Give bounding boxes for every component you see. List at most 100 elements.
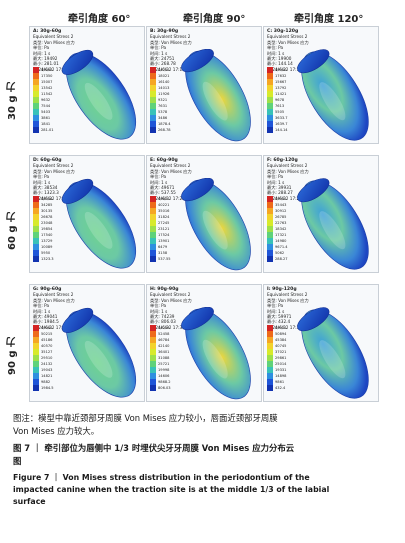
panel-unit: 单位: Pa	[33, 174, 50, 180]
legend-swatch	[267, 244, 273, 250]
caption-note-line2: Von Mises 应力较大。	[13, 426, 100, 436]
legend-swatch	[33, 121, 39, 127]
panel-date: 2024/6/22 17:37	[267, 324, 302, 330]
legend-row: 40745	[267, 343, 286, 349]
legend-value: 9321	[158, 98, 168, 102]
legend-value: 17524	[158, 233, 170, 237]
stress-legend: 39931 35443 30912 26785 22763 18342 17321 14980…	[267, 196, 288, 262]
legend-row: 19854	[33, 226, 54, 232]
legend-row: 23048	[33, 220, 54, 226]
legend-swatch	[33, 109, 39, 115]
panel-date: 2024/6/22 17:30	[33, 324, 68, 330]
legend-row: 19492	[33, 67, 54, 73]
legend-row: 11926	[150, 91, 171, 97]
legend-row: 45384	[267, 337, 286, 343]
legend-value: 26785	[275, 215, 287, 219]
legend-swatch	[267, 73, 273, 79]
legend-swatch	[267, 373, 273, 379]
legend-row: 29861	[267, 355, 286, 361]
model-cervical-opening	[181, 307, 214, 331]
legend-swatch	[150, 85, 156, 91]
legend-swatch	[33, 202, 39, 208]
legend-swatch	[267, 220, 273, 226]
legend-row: 14898	[267, 373, 286, 379]
legend-row: 26785	[267, 214, 288, 220]
legend-row: 39931	[267, 196, 288, 202]
legend-value: 38534	[41, 197, 53, 201]
legend-swatch	[150, 349, 156, 355]
legend-row: 3486	[150, 115, 171, 121]
legend-value: 17350	[41, 74, 53, 78]
panel-date: 2024/6/22 17:27	[267, 195, 302, 201]
stress-legend: 59971 50894 45384 40745 37021 29861 25014 19331…	[267, 325, 286, 391]
figure-title-en-line2: impacted canine when the traction site i…	[13, 485, 330, 494]
legend-value: 806.03	[158, 386, 171, 390]
legend-row: 19331	[267, 367, 286, 373]
panel-unit: 单位: Pa	[33, 303, 50, 309]
legend-swatch	[33, 361, 39, 367]
legend-row: 3861	[33, 115, 54, 121]
model-highlight	[202, 81, 228, 121]
panel-date: 2024/6/22 17:16	[33, 66, 68, 72]
legend-row: 9868.2	[150, 379, 171, 385]
legend-swatch	[150, 337, 156, 343]
legend-swatch	[150, 367, 156, 373]
legend-row: 10089	[33, 244, 54, 250]
legend-value: 18342	[275, 227, 287, 231]
legend-swatch	[33, 91, 39, 97]
legend-value: 40745	[275, 344, 287, 348]
legend-value: 9678	[275, 98, 285, 102]
panel-unit: 单位: Pa	[267, 45, 284, 51]
legend-value: 30912	[275, 209, 287, 213]
legend-swatch	[150, 226, 156, 232]
panel-title: D: 60g-60g	[33, 158, 62, 163]
legend-swatch	[267, 343, 273, 349]
legend-row: 26678	[33, 214, 54, 220]
legend-row: 1323.3	[33, 256, 54, 262]
legend-value: 537.55	[158, 257, 171, 261]
legend-row: 40570	[33, 343, 54, 349]
panel-90g-90: H: 90g-90g Equivalent Stress 2 类型: Von Mis…	[146, 284, 262, 402]
legend-swatch	[267, 109, 273, 115]
legend-value: 36401	[158, 350, 170, 354]
legend-value: 46784	[158, 338, 170, 342]
legend-swatch	[267, 202, 273, 208]
legend-value: 29861	[275, 356, 287, 360]
model-highlight	[84, 82, 113, 120]
legend-row: 5505	[267, 109, 288, 115]
legend-row: 7544	[33, 103, 54, 109]
panel-title: B: 30g-90g	[150, 29, 179, 34]
legend-swatch	[267, 115, 273, 121]
panel-header: C: 30g-120g Equivalent Stress 2 类型: Von Mi…	[267, 29, 309, 72]
legend-swatch	[267, 379, 273, 385]
legend-value: 9868.2	[158, 380, 171, 384]
model-outer-surface	[185, 50, 251, 142]
legend-swatch	[33, 238, 39, 244]
legend-swatch	[267, 250, 273, 256]
panel-type: Equivalent Stress 2	[267, 292, 308, 298]
legend-row: 9882	[33, 379, 54, 385]
panel-kind: 类型: Von Mises 应力	[150, 168, 192, 174]
legend-row: 13901	[150, 238, 171, 244]
panel-90g-120: I: 90g-120g Equivalent Stress 2 类型: Von Mi…	[263, 284, 379, 402]
panel-min: 最小: 288.27	[267, 190, 293, 196]
panel-title: A: 30g-60g	[33, 29, 62, 34]
model-cervical-opening	[297, 178, 330, 203]
panel-title: G: 90g-60g	[33, 287, 62, 292]
legend-value: 5378	[158, 110, 168, 114]
legend-row: 17350	[33, 73, 54, 79]
legend-swatch	[150, 250, 156, 256]
figure-title-en-line3: surface	[13, 497, 46, 506]
legend-value: 288.27	[275, 257, 288, 261]
legend-row: 27245	[150, 220, 171, 226]
legend-row: 23121	[150, 226, 171, 232]
panel-max: 最大: 19900	[267, 56, 292, 62]
panel-time: 时间: 1 s	[267, 308, 285, 314]
legend-value: 26678	[41, 215, 53, 219]
legend-swatch	[33, 337, 39, 343]
legend-value: 10089	[41, 245, 53, 249]
model-highlight	[202, 339, 228, 379]
legend-row: 1841	[33, 121, 54, 127]
legend-swatch	[33, 244, 39, 250]
row-label-30g: 30 g 力	[7, 81, 18, 120]
